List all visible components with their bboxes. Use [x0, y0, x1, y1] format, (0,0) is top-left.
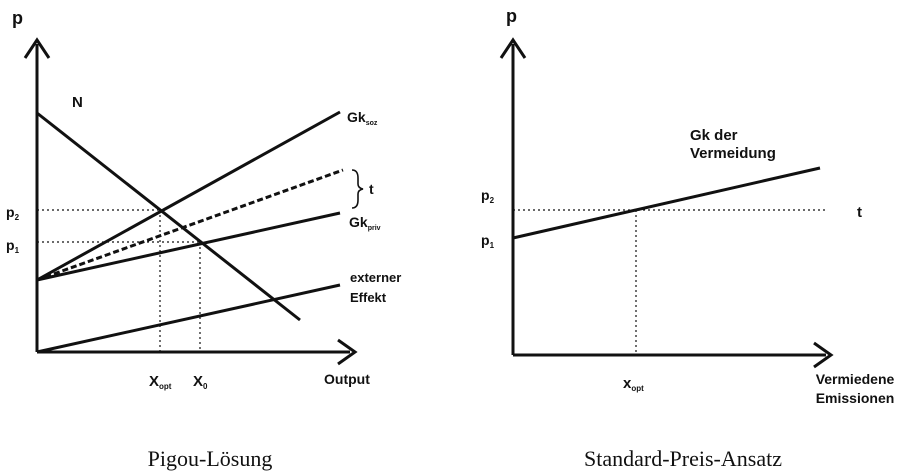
pigou-diagram: p N Gksoz Gkpriv t externer Effekt p2 p1… [6, 8, 401, 471]
label-external-effect-1: externer [350, 270, 401, 285]
left-x-axis-label: Output [324, 371, 370, 387]
standard-price-diagram: p Gk der Vermeidung t p2 p1 xopt Vermied… [481, 6, 895, 471]
gk-soz-curve [36, 110, 341, 282]
right-x-axis-label-2: Emissionen [816, 390, 895, 406]
right-x-axis-label-1: Vermiedene [816, 371, 895, 387]
right-y-axis-arrow [499, 37, 527, 59]
right-x-axis-arrow [813, 341, 834, 369]
right-y-axis-label: p [506, 6, 517, 26]
demand-curve-N [36, 111, 301, 322]
right-caption: Standard-Preis-Ansatz [584, 446, 782, 471]
label-x0: X0 [193, 373, 208, 391]
label-external-effect-2: Effekt [350, 290, 387, 305]
left-label-p1: p1 [6, 237, 20, 255]
external-effect-curve [36, 283, 341, 354]
right-label-p1: p1 [481, 232, 495, 250]
label-N: N [72, 94, 83, 111]
left-caption: Pigou-Lösung [148, 446, 273, 471]
abatement-cost-curve [512, 166, 821, 240]
gk-priv-plus-t-curve [36, 168, 344, 282]
left-x-axis-arrow [337, 338, 358, 366]
right-label-t: t [857, 204, 862, 221]
label-gk-priv: Gkpriv [349, 214, 381, 232]
label-vermeidung: Vermeidung [690, 145, 776, 162]
right-label-xopt: xopt [623, 375, 644, 393]
left-y-axis-arrow [23, 37, 51, 59]
left-label-p2: p2 [6, 204, 20, 222]
gk-priv-curve [36, 211, 341, 282]
right-label-p2: p2 [481, 187, 495, 205]
left-y-axis-label: p [12, 8, 23, 28]
t-brace [351, 169, 364, 209]
label-gk-der: Gk der [690, 127, 738, 144]
label-xopt: Xopt [149, 373, 172, 391]
label-gk-soz: Gksoz [347, 109, 378, 127]
label-t: t [369, 181, 374, 197]
